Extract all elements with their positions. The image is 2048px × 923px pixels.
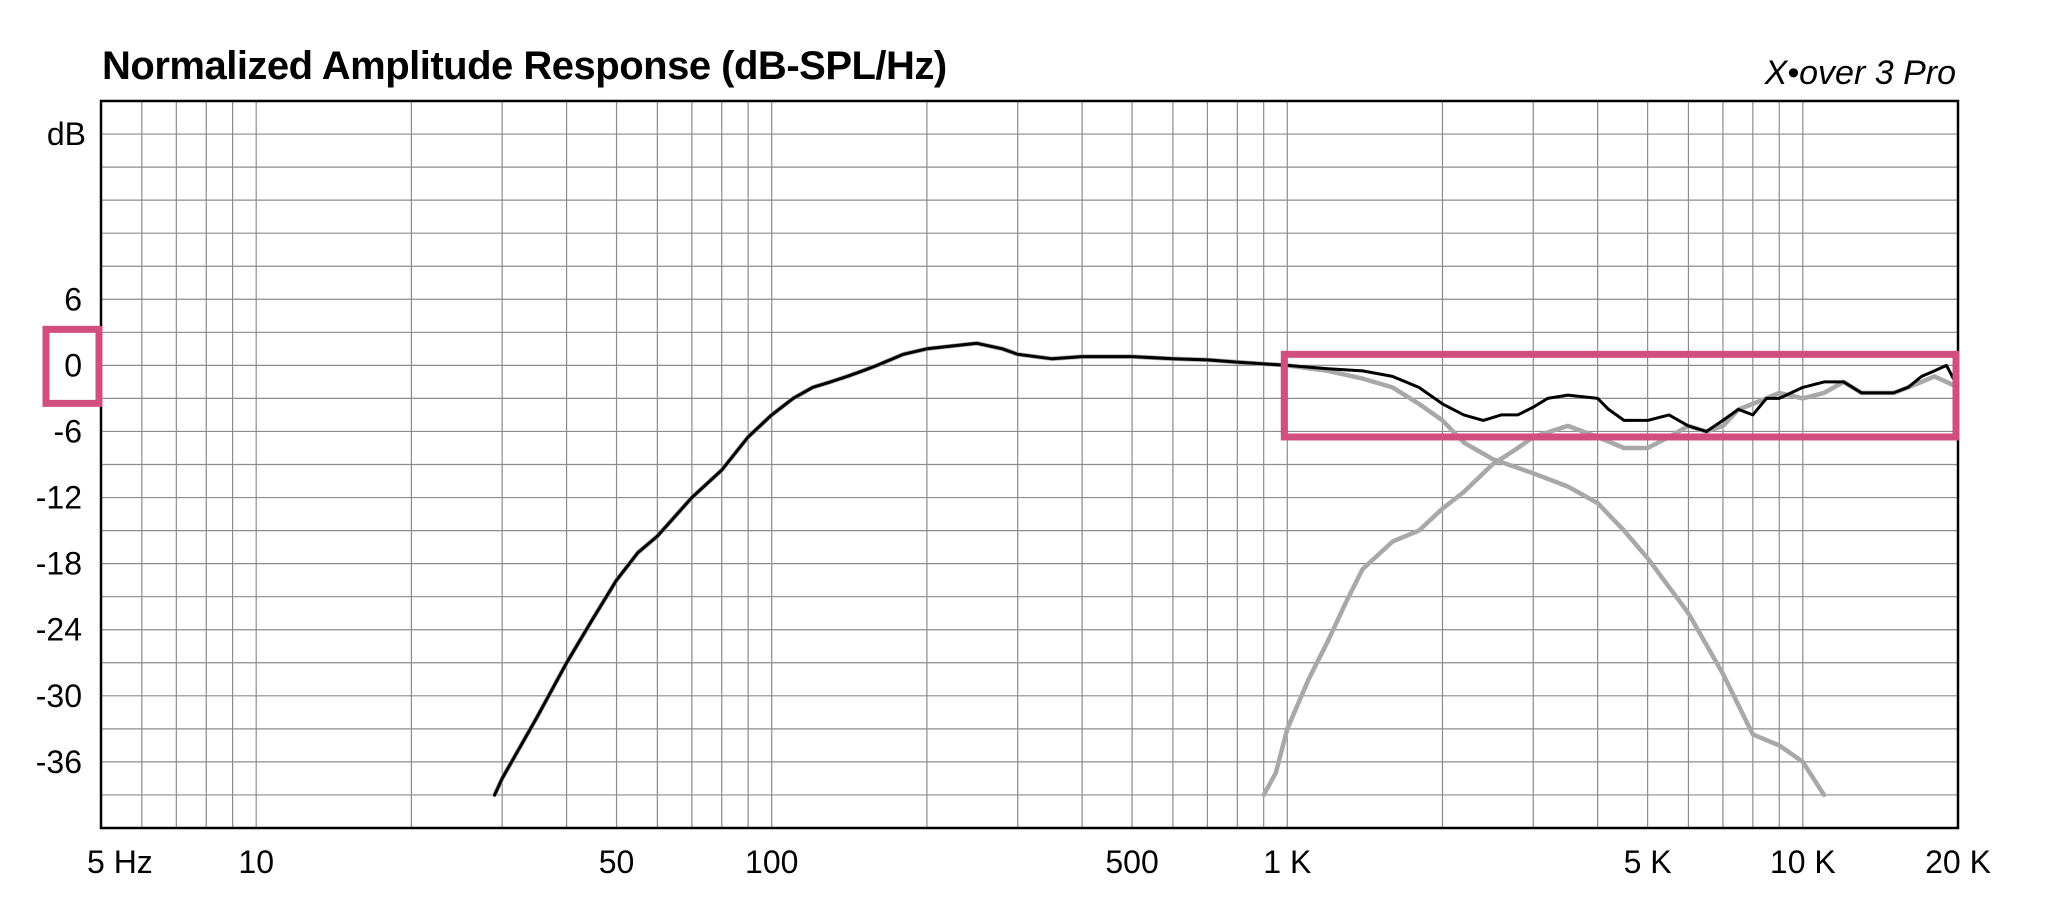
y-tick-label: -18 xyxy=(36,546,82,582)
y-axis-unit: dB xyxy=(47,116,86,152)
x-tick-label: 10 K xyxy=(1770,844,1836,880)
highlight-box-zero-label xyxy=(42,325,103,407)
x-tick-label: 1 K xyxy=(1263,844,1311,880)
y-tick-label: -6 xyxy=(54,413,82,449)
y-tick-label: 6 xyxy=(64,281,82,317)
series-line-0 xyxy=(492,341,1827,798)
highlight-layer xyxy=(42,325,1960,441)
x-tick-label: 20 K xyxy=(1925,844,1991,880)
chart-title: Normalized Amplitude Response (dB-SPL/Hz… xyxy=(102,44,947,88)
series-layer xyxy=(492,341,1958,798)
y-tick-label: 0 xyxy=(64,347,82,383)
x-tick-label: 500 xyxy=(1105,844,1158,880)
y-tick-label: -24 xyxy=(36,612,82,648)
grid xyxy=(101,101,1958,828)
highlight-box-plot xyxy=(1280,350,1960,441)
y-tick-label: -12 xyxy=(36,480,82,516)
x-tick-label: 5 K xyxy=(1624,844,1672,880)
x-tick-label: 100 xyxy=(745,844,798,880)
x-tick-label: 10 xyxy=(238,844,274,880)
y-tick-label: -30 xyxy=(36,678,82,714)
y-tick-label: -36 xyxy=(36,744,82,780)
plot-frame xyxy=(99,99,1960,830)
y-axis-labels: dB 6 0 -6 -12 -18 -24 -30 -36 xyxy=(36,116,86,780)
x-tick-label: 5 Hz xyxy=(87,844,153,880)
series-line-2 xyxy=(493,341,1958,797)
brand-label: X•over 3 Pro xyxy=(1764,54,1956,92)
x-tick-label: 50 xyxy=(599,844,635,880)
x-axis-labels: 5 Hz 10 50 100 500 1 K 5 K 10 K 20 K xyxy=(87,844,1991,880)
